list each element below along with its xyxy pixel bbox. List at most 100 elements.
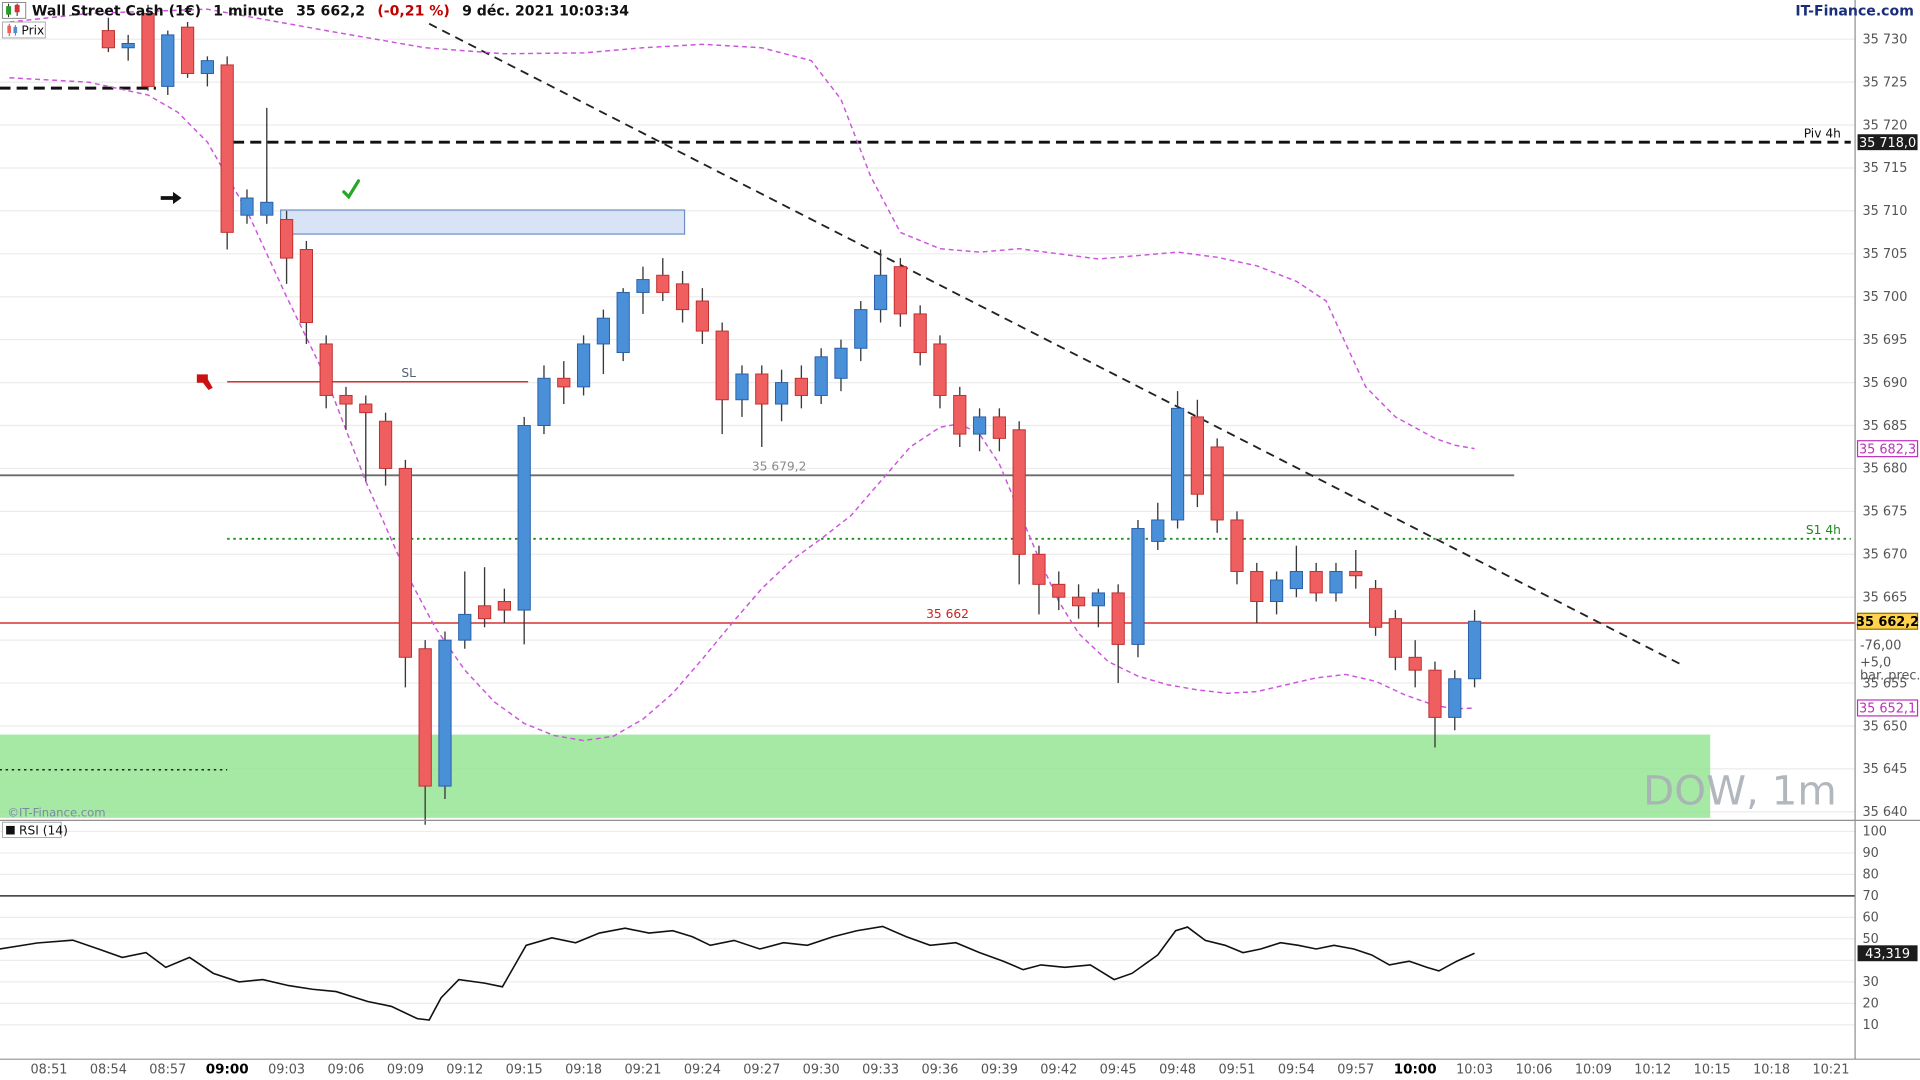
candle bbox=[1151, 502, 1165, 550]
candle bbox=[319, 335, 333, 409]
time-axis-label: 08:54 bbox=[90, 1062, 127, 1077]
price-axis-label: 35 670 bbox=[1862, 548, 1907, 563]
time-axis-label: 10:12 bbox=[1634, 1062, 1671, 1077]
candle bbox=[834, 339, 848, 392]
candle bbox=[814, 348, 828, 405]
candle bbox=[1368, 580, 1383, 636]
price-axis-label: 35 675 bbox=[1862, 505, 1907, 520]
time-axis-label: 09:21 bbox=[624, 1062, 661, 1077]
title-instrument: Wall Street Cash (1€) bbox=[32, 3, 201, 19]
candle bbox=[438, 631, 452, 799]
markers-layer: Piv 4h SL 35 679,2 S1 4h 35 662 bbox=[160, 126, 1841, 621]
time-axis-label: 10:06 bbox=[1515, 1062, 1552, 1077]
candle bbox=[1012, 421, 1026, 585]
thumb-down-marker bbox=[196, 374, 213, 391]
watermark-layer: DOW, 1m bbox=[1643, 766, 1837, 814]
candle bbox=[398, 459, 412, 688]
candle bbox=[260, 107, 274, 224]
copyright-text: ©IT-Finance.com bbox=[7, 806, 105, 820]
rsi-legend-chip[interactable]: RSI (14) bbox=[1, 821, 68, 839]
rsi-series-icon bbox=[6, 825, 15, 835]
price-legend-chip[interactable]: Prix bbox=[1, 21, 46, 39]
svg-text:43,319: 43,319 bbox=[1865, 947, 1910, 962]
time-axis-label: 10:00 bbox=[1394, 1062, 1437, 1077]
candle bbox=[636, 266, 650, 314]
s1-4h-label: S1 4h bbox=[1806, 523, 1841, 537]
svg-text:35 682,3: 35 682,3 bbox=[1859, 442, 1916, 457]
candle bbox=[1428, 661, 1442, 748]
green-zone bbox=[0, 734, 1711, 818]
svg-text:35 652,1: 35 652,1 bbox=[1859, 702, 1916, 717]
check-marker bbox=[342, 179, 361, 200]
candle bbox=[675, 270, 690, 323]
candle bbox=[1250, 562, 1264, 623]
candle bbox=[279, 210, 294, 284]
grid-layer bbox=[0, 38, 1856, 1026]
candle bbox=[378, 412, 393, 486]
candle bbox=[537, 365, 551, 435]
rsi-axis-label: 90 bbox=[1862, 846, 1878, 861]
price-axis-label: 35 655 bbox=[1862, 676, 1907, 691]
rsi-axis-label: 20 bbox=[1862, 997, 1878, 1012]
candle bbox=[656, 258, 670, 302]
candle bbox=[1230, 511, 1244, 585]
rsi-legend-label: RSI (14) bbox=[19, 823, 68, 837]
candlestick-icon bbox=[7, 23, 18, 37]
candle bbox=[497, 588, 511, 623]
candle bbox=[359, 395, 373, 482]
price-axis-label: 35 710 bbox=[1862, 204, 1907, 219]
zones-layer bbox=[0, 209, 1711, 818]
price-axis-label: 35 645 bbox=[1862, 762, 1907, 777]
rsi-axis-label: 100 bbox=[1862, 825, 1887, 840]
sl-line-label: SL bbox=[401, 366, 416, 380]
rsi-axis-label: 50 bbox=[1862, 932, 1878, 947]
time-axis-label: 09:27 bbox=[743, 1062, 780, 1077]
price-axis-label: 35 680 bbox=[1862, 462, 1907, 477]
candle bbox=[1289, 545, 1303, 598]
time-axis-label: 09:54 bbox=[1278, 1062, 1315, 1077]
candle bbox=[854, 301, 868, 362]
svg-text:35 718,0: 35 718,0 bbox=[1859, 136, 1916, 151]
gray-level-label: 35 679,2 bbox=[752, 459, 806, 473]
time-axis-label: 09:33 bbox=[862, 1062, 899, 1077]
levels-layer bbox=[0, 22, 1855, 665]
candle bbox=[1190, 399, 1204, 508]
candle bbox=[1210, 438, 1224, 533]
rsi-axis-label: 10 bbox=[1862, 1018, 1878, 1033]
candle bbox=[1408, 640, 1422, 688]
candle bbox=[299, 240, 313, 344]
blue-zone bbox=[280, 209, 686, 235]
time-axis-label: 09:36 bbox=[921, 1062, 958, 1077]
time-axis-label: 09:39 bbox=[981, 1062, 1018, 1077]
candle bbox=[893, 258, 907, 327]
candle bbox=[1071, 584, 1086, 619]
candle bbox=[794, 365, 808, 409]
candle bbox=[141, 4, 155, 91]
time-axis-label: 10:18 bbox=[1753, 1062, 1790, 1077]
candle bbox=[715, 322, 729, 435]
price-axis-label: 35 690 bbox=[1862, 376, 1907, 391]
title-datetime: 9 déc. 2021 10:03:34 bbox=[462, 3, 629, 19]
candle bbox=[576, 335, 591, 396]
time-axis-label: 09:42 bbox=[1040, 1062, 1077, 1077]
candle bbox=[1329, 562, 1343, 602]
candle bbox=[517, 416, 531, 645]
time-axis-label: 09:24 bbox=[684, 1062, 721, 1077]
rsi-line bbox=[0, 925, 1475, 1021]
candle bbox=[1467, 610, 1482, 688]
chart-title: Wall Street Cash (1€) 1 minute 35 662,2 … bbox=[32, 3, 629, 19]
price-axis-label: 35 715 bbox=[1862, 161, 1907, 176]
price-axis-label: 35 695 bbox=[1862, 333, 1907, 348]
candle bbox=[1269, 571, 1284, 615]
candle bbox=[200, 56, 214, 87]
bollinger-layer bbox=[9, 8, 1475, 742]
candle bbox=[873, 249, 888, 323]
rsi-axis-label: 60 bbox=[1862, 911, 1878, 926]
candle bbox=[240, 189, 254, 224]
rsi-axis-label: 30 bbox=[1862, 975, 1878, 990]
bb-lower-badge: 35 652,1 bbox=[1856, 699, 1919, 717]
time-axis-label: 09:45 bbox=[1100, 1062, 1137, 1077]
axis-layer: 35 730 35 725 35 720 35 715 35 710 35 705 35 7… bbox=[30, 32, 1920, 1077]
